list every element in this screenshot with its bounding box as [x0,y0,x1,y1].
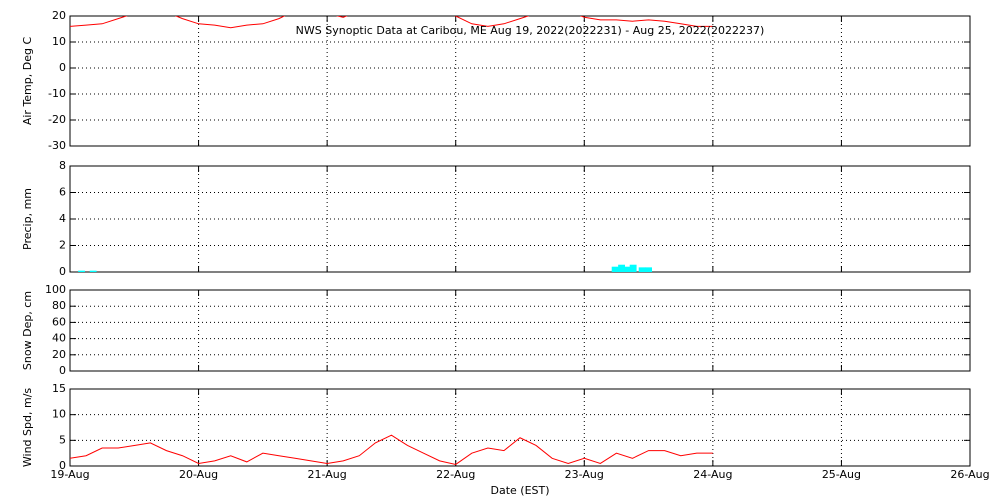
bar [645,267,652,272]
x-axis-label: Date (EST) [490,484,549,497]
y-tick-label: 10 [52,408,66,421]
y-tick-label: 10 [52,35,66,48]
y-tick-label: 2 [59,239,66,252]
plot-frame [69,388,971,467]
y-axis-label: Precip, mm [21,188,34,250]
y-tick-label: 6 [59,186,66,199]
y-tick-label: 8 [59,159,66,172]
x-tick-label: 24-Aug [693,468,732,481]
y-tick-label: 0 [59,265,66,278]
y-tick-label: 100 [45,283,66,296]
y-tick-label: 0 [59,459,66,472]
y-axis-label: Snow Dep, cm [21,291,34,370]
bar [89,270,97,272]
bar [611,266,619,272]
bar [623,266,631,272]
bar [629,264,637,272]
x-tick-label: 20-Aug [179,468,218,481]
y-axis-label: Wind Spd, m/s [21,388,34,468]
y-tick-label: 4 [59,212,66,225]
y-tick-label: 20 [52,9,66,22]
y-tick-label: 60 [52,315,66,328]
y-tick-label: 0 [59,61,66,74]
y-tick-label: 0 [59,364,66,377]
chart-title: NWS Synoptic Data at Caribou, ME Aug 19,… [296,24,765,37]
plot-frame [69,15,971,147]
y-tick-label: 80 [52,299,66,312]
x-tick-label: 21-Aug [308,468,347,481]
bar [618,264,625,272]
x-tick-label: 22-Aug [436,468,475,481]
x-tick-label: 25-Aug [822,468,861,481]
y-tick-label: -20 [48,113,66,126]
y-tick-label: 20 [52,348,66,361]
y-tick-label: -30 [48,139,66,152]
x-tick-label: 26-Aug [950,468,989,481]
x-tick-label: 19-Aug [50,468,89,481]
x-tick-label: 23-Aug [565,468,604,481]
data-line [70,434,713,465]
bar [78,270,85,272]
y-tick-label: 15 [52,382,66,395]
y-tick-label: 5 [59,433,66,446]
plot-frame [69,289,971,372]
bar [638,267,646,272]
y-tick-label: 40 [52,332,66,345]
y-tick-label: -10 [48,87,66,100]
data-line [70,16,713,29]
y-axis-label: Air Temp, Deg C [21,37,34,126]
